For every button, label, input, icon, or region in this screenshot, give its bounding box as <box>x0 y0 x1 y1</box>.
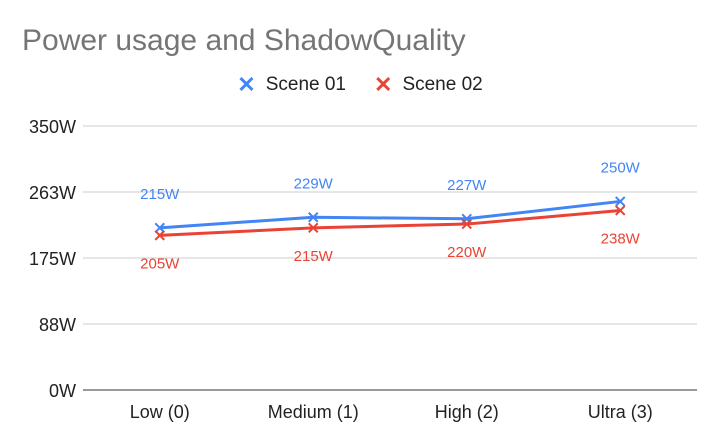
data-point <box>154 222 165 234</box>
data-point <box>154 230 165 241</box>
data-point <box>308 212 319 223</box>
series-line-2 <box>159 208 621 237</box>
data-point <box>308 222 319 234</box>
data-label: 227W <box>447 177 487 194</box>
y-tick-label: 175W <box>29 249 76 269</box>
x-marker-icon: ✕ <box>374 72 393 97</box>
legend-item-scene-01[interactable]: ✕ Scene 01 <box>237 74 346 96</box>
legend: ✕ Scene 01 ✕ Scene 02 <box>0 74 720 96</box>
y-tick-label: 88W <box>39 315 76 335</box>
y-tick-label: 263W <box>29 183 76 203</box>
x-tick-label: Medium (1) <box>268 402 359 422</box>
legend-item-scene-02[interactable]: ✕ Scene 02 <box>374 74 483 96</box>
data-label: 220W <box>447 244 487 261</box>
data-point <box>615 205 626 216</box>
x-marker-icon: ✕ <box>237 72 256 97</box>
data-label: 205W <box>140 255 180 272</box>
legend-label: Scene 02 <box>402 74 483 95</box>
series-line-1 <box>159 199 621 230</box>
chart-title: Power usage and ShadowQuality <box>22 24 466 57</box>
x-tick-label: High (2) <box>435 402 499 422</box>
data-label: 238W <box>601 230 641 247</box>
data-point <box>615 196 626 207</box>
data-label: 215W <box>294 248 334 265</box>
data-point <box>461 218 472 230</box>
x-tick-label: Low (0) <box>130 402 190 422</box>
data-label: 215W <box>140 186 180 203</box>
x-tick-label: Ultra (3) <box>588 402 653 422</box>
y-tick-label: 350W <box>29 117 76 137</box>
data-label: 229W <box>294 175 334 192</box>
y-tick-label: 0W <box>49 381 76 401</box>
data-label: 250W <box>601 159 641 176</box>
legend-label: Scene 01 <box>265 74 346 95</box>
